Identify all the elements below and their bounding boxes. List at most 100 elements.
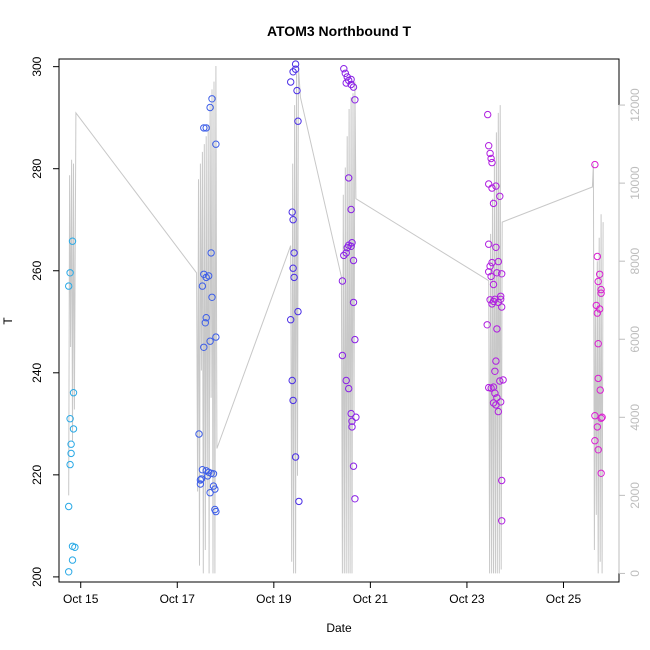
data-point	[207, 249, 215, 257]
data-point	[202, 314, 210, 322]
y-tick-label: 200	[30, 567, 44, 587]
x-axis-label: Date	[326, 621, 352, 635]
data-point	[597, 285, 605, 294]
data-point	[342, 376, 350, 385]
x-tick-label: Oct 15	[63, 592, 99, 606]
data-point	[493, 325, 501, 333]
data-point	[338, 351, 347, 360]
data-point	[598, 413, 606, 421]
data-point	[290, 273, 298, 282]
y-axis: 200 220 240 260 280 300	[30, 56, 59, 587]
data-point	[204, 472, 212, 480]
data-point	[349, 298, 358, 307]
data-point	[345, 384, 353, 393]
x-axis: Oct 15 Oct 17 Oct 19 Oct 21 Oct 23 Oct 25	[63, 582, 581, 606]
y2-tick-label: 2000	[628, 482, 642, 509]
data-point	[195, 430, 203, 438]
data-point	[489, 399, 498, 407]
data-point	[486, 262, 494, 270]
data-point	[594, 446, 602, 454]
x-tick-label: Oct 21	[353, 592, 389, 606]
data-point	[347, 80, 355, 89]
data-point	[486, 149, 494, 158]
data-point	[352, 413, 360, 421]
data-point	[497, 295, 505, 303]
data-point	[492, 182, 500, 190]
data-point	[489, 199, 498, 208]
y2-tick-label: 8000	[628, 248, 642, 275]
data-point	[206, 337, 214, 345]
y2-tick-label: 6000	[628, 326, 642, 353]
data-point	[66, 460, 74, 469]
y-tick-label: 300	[30, 56, 44, 76]
data-point	[288, 376, 296, 385]
data-point	[291, 60, 300, 68]
data-point	[66, 269, 74, 277]
data-point	[486, 296, 494, 304]
data-point	[493, 394, 501, 402]
data-point	[489, 297, 498, 306]
data-point	[488, 158, 496, 167]
data-point	[338, 277, 347, 285]
x-tick-label: Oct 17	[160, 592, 196, 606]
data-point	[351, 495, 359, 503]
data-point	[198, 282, 207, 290]
data-point	[200, 343, 208, 351]
data-point	[65, 282, 73, 290]
data-point	[347, 75, 355, 84]
data-point	[498, 270, 506, 278]
data-point	[594, 277, 602, 286]
data-point	[497, 292, 505, 300]
x-tick-label: Oct 25	[546, 592, 582, 606]
data-point	[212, 140, 220, 148]
data-point	[597, 414, 605, 422]
data-point	[498, 303, 506, 311]
data-point	[345, 174, 353, 182]
data-point	[348, 423, 356, 431]
data-point	[492, 243, 500, 252]
data-point	[212, 333, 220, 341]
data-point	[351, 96, 359, 104]
line-series-0	[68, 65, 604, 574]
data-point	[499, 376, 507, 384]
data-point	[340, 65, 348, 73]
data-point	[205, 272, 213, 280]
data-point	[351, 335, 359, 344]
y2-tick-label: 12000	[628, 88, 642, 122]
data-point	[591, 160, 599, 169]
data-point	[290, 249, 298, 257]
y-axis-label: T	[1, 317, 15, 325]
data-point	[493, 269, 501, 277]
y-tick-label: 220	[30, 465, 44, 485]
data-point	[594, 340, 602, 348]
data-point	[593, 423, 601, 431]
data-point	[288, 208, 296, 216]
data-point	[197, 475, 206, 483]
data-point	[483, 321, 491, 329]
data-point	[347, 409, 355, 418]
data-point	[591, 437, 599, 445]
data-point	[287, 78, 295, 86]
data-point	[594, 374, 602, 383]
data-point	[289, 216, 297, 224]
data-point	[196, 480, 205, 488]
y-tick-label: 260	[30, 260, 44, 280]
data-point	[294, 117, 302, 125]
data-point	[196, 476, 205, 484]
data-point	[291, 65, 300, 73]
data-point	[289, 68, 297, 76]
data-point	[591, 412, 599, 420]
data-point	[340, 251, 348, 260]
data-point	[596, 270, 604, 278]
data-point	[71, 543, 79, 551]
data-point	[348, 239, 356, 247]
data-point	[488, 184, 496, 192]
data-point	[295, 497, 303, 506]
data-point	[497, 398, 505, 406]
data-point	[597, 289, 605, 297]
data-point	[211, 485, 219, 493]
chart-title: ATOM3 Northbound T	[267, 23, 412, 39]
data-point	[347, 242, 355, 251]
data-point	[494, 407, 502, 416]
